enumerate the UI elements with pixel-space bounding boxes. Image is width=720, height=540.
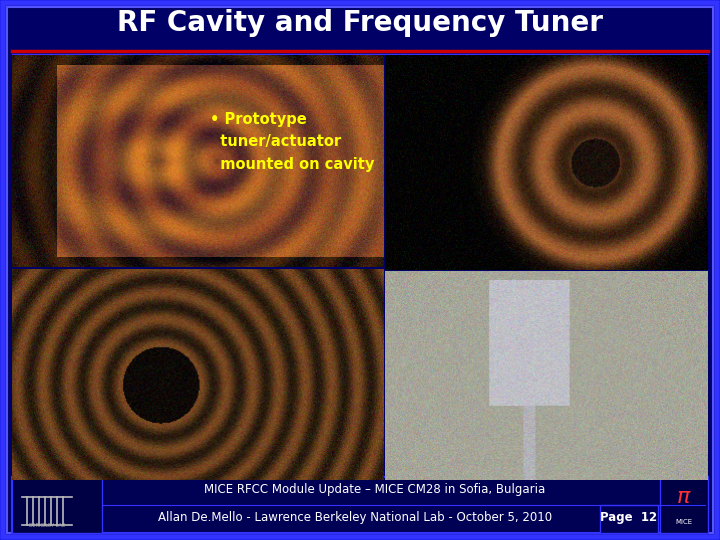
Bar bbox=[660, 477, 708, 533]
Text: $\pi$: $\pi$ bbox=[676, 487, 692, 507]
Text: • Prototype
  tuner/actuator
  mounted on cavity: • Prototype tuner/actuator mounted on ca… bbox=[210, 112, 374, 172]
Bar bbox=[600, 505, 658, 533]
Text: Allan De.Mello - Lawrence Berkeley National Lab - October 5, 2010: Allan De.Mello - Lawrence Berkeley Natio… bbox=[158, 511, 552, 524]
Text: MICE: MICE bbox=[675, 519, 693, 525]
Text: MICE RFCC Module Update – MICE CM28 in Sofia, Bulgaria: MICE RFCC Module Update – MICE CM28 in S… bbox=[204, 483, 546, 496]
Bar bbox=[12, 477, 102, 533]
Text: BERKELEY LAB: BERKELEY LAB bbox=[29, 523, 65, 528]
Bar bbox=[12, 477, 708, 533]
Text: Page  12: Page 12 bbox=[600, 511, 657, 524]
Text: RF Cavity and Frequency Tuner: RF Cavity and Frequency Tuner bbox=[117, 9, 603, 37]
